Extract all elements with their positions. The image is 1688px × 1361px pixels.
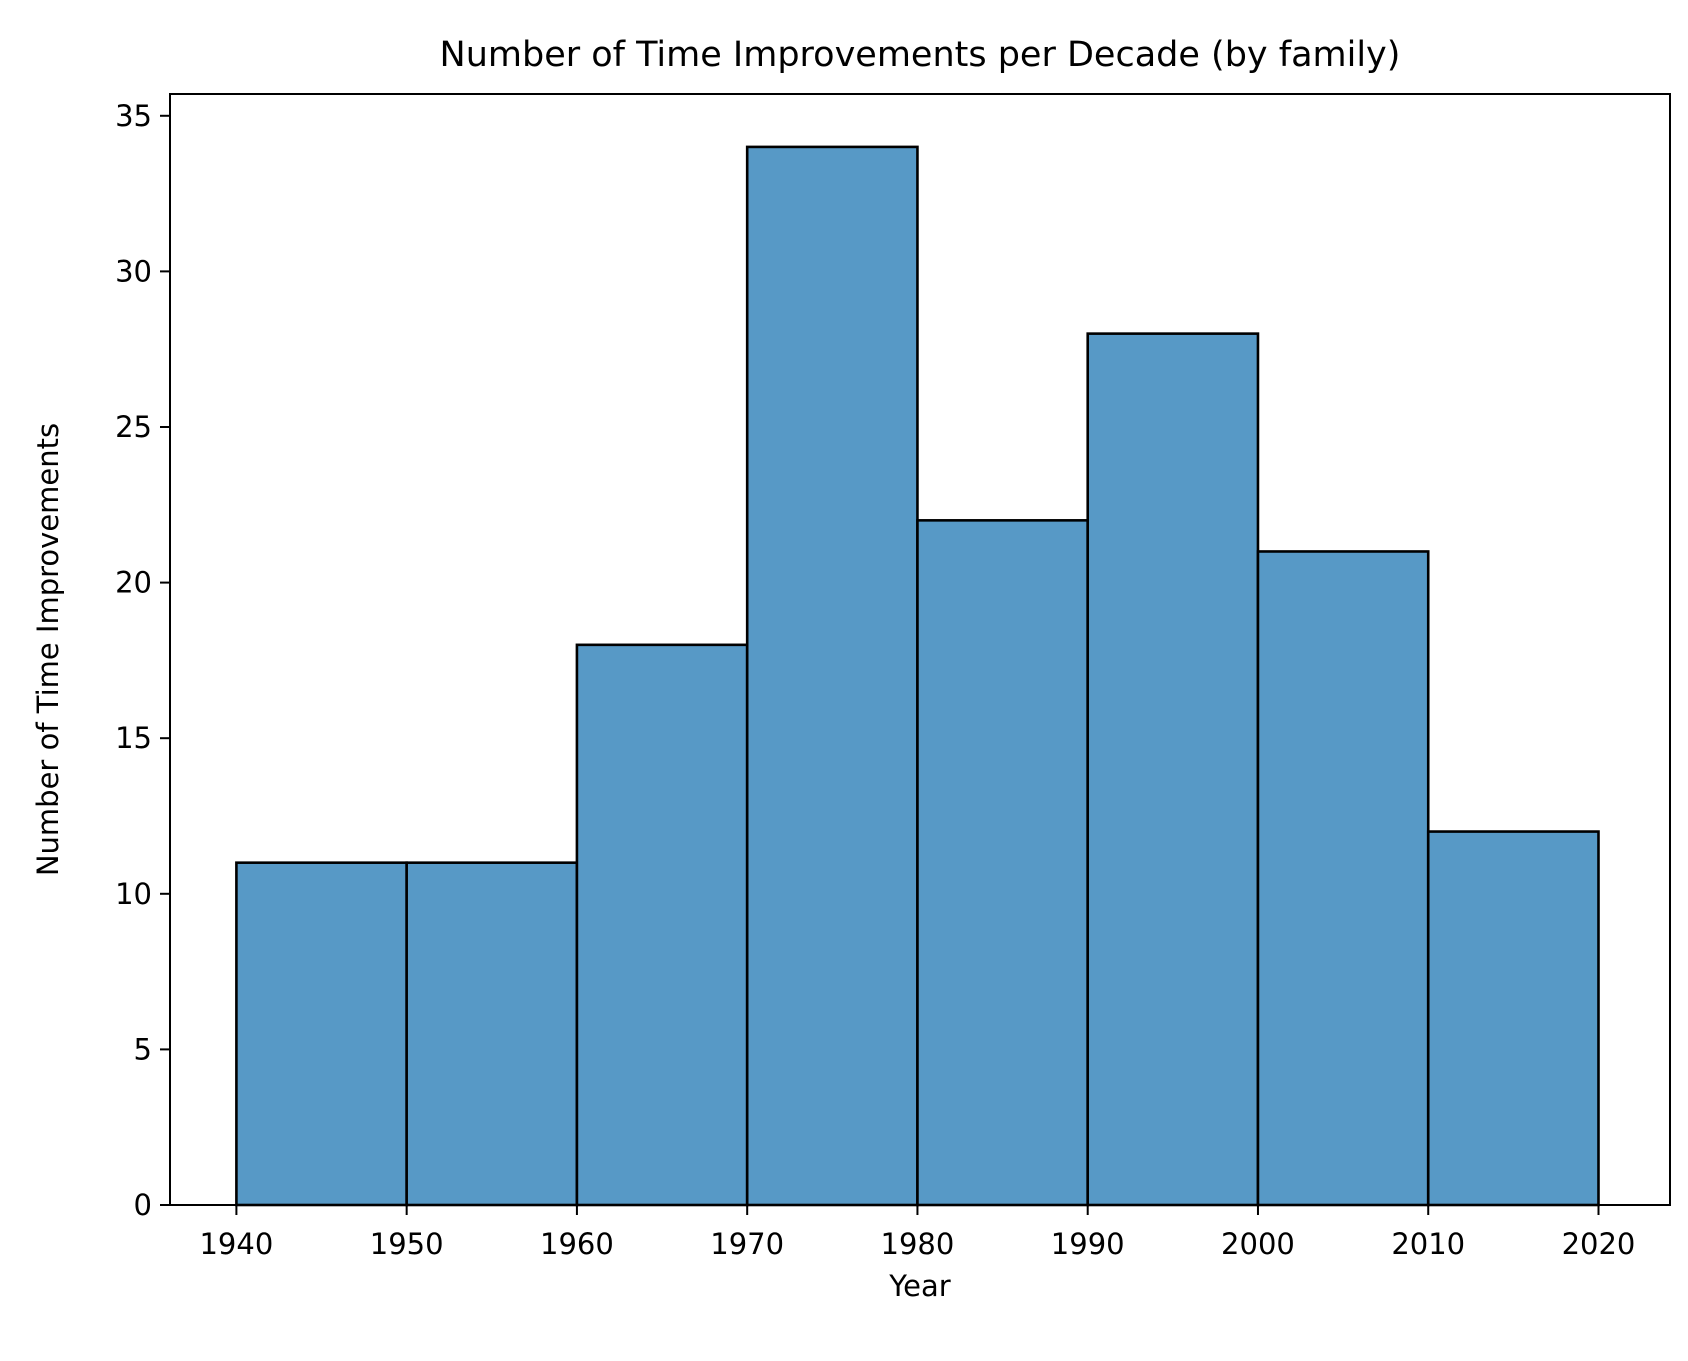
x-tick-label: 1940 [199,1227,273,1261]
x-tick-label: 1950 [370,1227,444,1261]
y-axis-ticks: 0 5 10 15 20 25 30 35 [115,99,170,1222]
bar-1970s [745,145,919,1207]
x-tick-label: 2020 [1562,1227,1636,1261]
bar-1980s [916,519,1090,1207]
axes-frame [169,93,1671,1206]
x-tick-label: 1990 [1051,1227,1125,1261]
x-tick-label: 1980 [881,1227,955,1261]
bar-1990s [1086,332,1260,1207]
bar-2000s [1256,550,1430,1207]
x-tick-label: 2010 [1391,1227,1465,1261]
bars-group [235,145,1600,1207]
y-axis-label: Number of Time Improvements [31,423,65,876]
x-tick-label: 1960 [540,1227,614,1261]
y-tick-label: 20 [115,566,152,600]
x-axis-label: Year [888,1269,950,1303]
bar-1950s [405,861,579,1207]
y-tick-label: 0 [134,1188,152,1222]
y-tick-label: 35 [115,99,152,133]
x-tick-label: 1970 [710,1227,784,1261]
bar-1940s [235,861,408,1207]
y-tick-label: 10 [115,877,152,911]
bar-1960s [575,643,749,1207]
x-axis-ticks: 1940 1950 1960 1970 1980 1990 2000 2010 2020 [199,1205,1635,1261]
y-tick-label: 15 [115,721,152,755]
y-tick-label: 25 [115,410,152,444]
bar-2010s [1426,830,1600,1207]
x-tick-label: 2000 [1221,1227,1295,1261]
chart-title: Number of Time Improvements per Decade (… [440,35,1401,75]
y-tick-label: 5 [134,1032,152,1066]
y-tick-label: 30 [115,254,152,288]
